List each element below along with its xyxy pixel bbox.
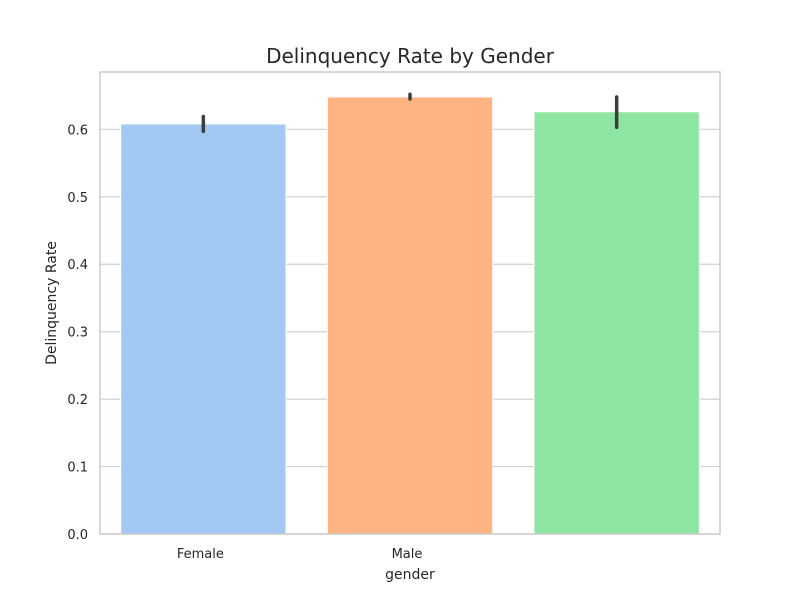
y-tick-label: 0.4 [67,258,88,273]
x-tick-label: Male [392,547,423,562]
y-axis-label: Delinquency Rate [44,241,60,365]
y-tick-label: 0.6 [67,123,88,138]
y-tick-label: 0.3 [67,326,88,341]
plot-frame [99,71,721,535]
y-tick-label: 0.2 [67,393,88,408]
y-tick-label: 0.0 [67,528,88,543]
bar [120,123,287,535]
y-tick-label: 0.1 [67,461,88,476]
x-axis-label: gender [385,567,435,583]
y-tick-label: 0.5 [67,191,88,206]
chart-title: Delinquency Rate by Gender [266,44,555,68]
error-bars [201,92,619,134]
bars [120,96,700,535]
x-tick-label: Female [177,547,224,562]
y-axis-ticks: 0.0 0.1 0.2 0.3 0.4 0.5 0.6 [67,123,88,543]
x-axis-ticks: Female Male [177,547,423,562]
bar [533,111,700,535]
bar [326,96,494,535]
